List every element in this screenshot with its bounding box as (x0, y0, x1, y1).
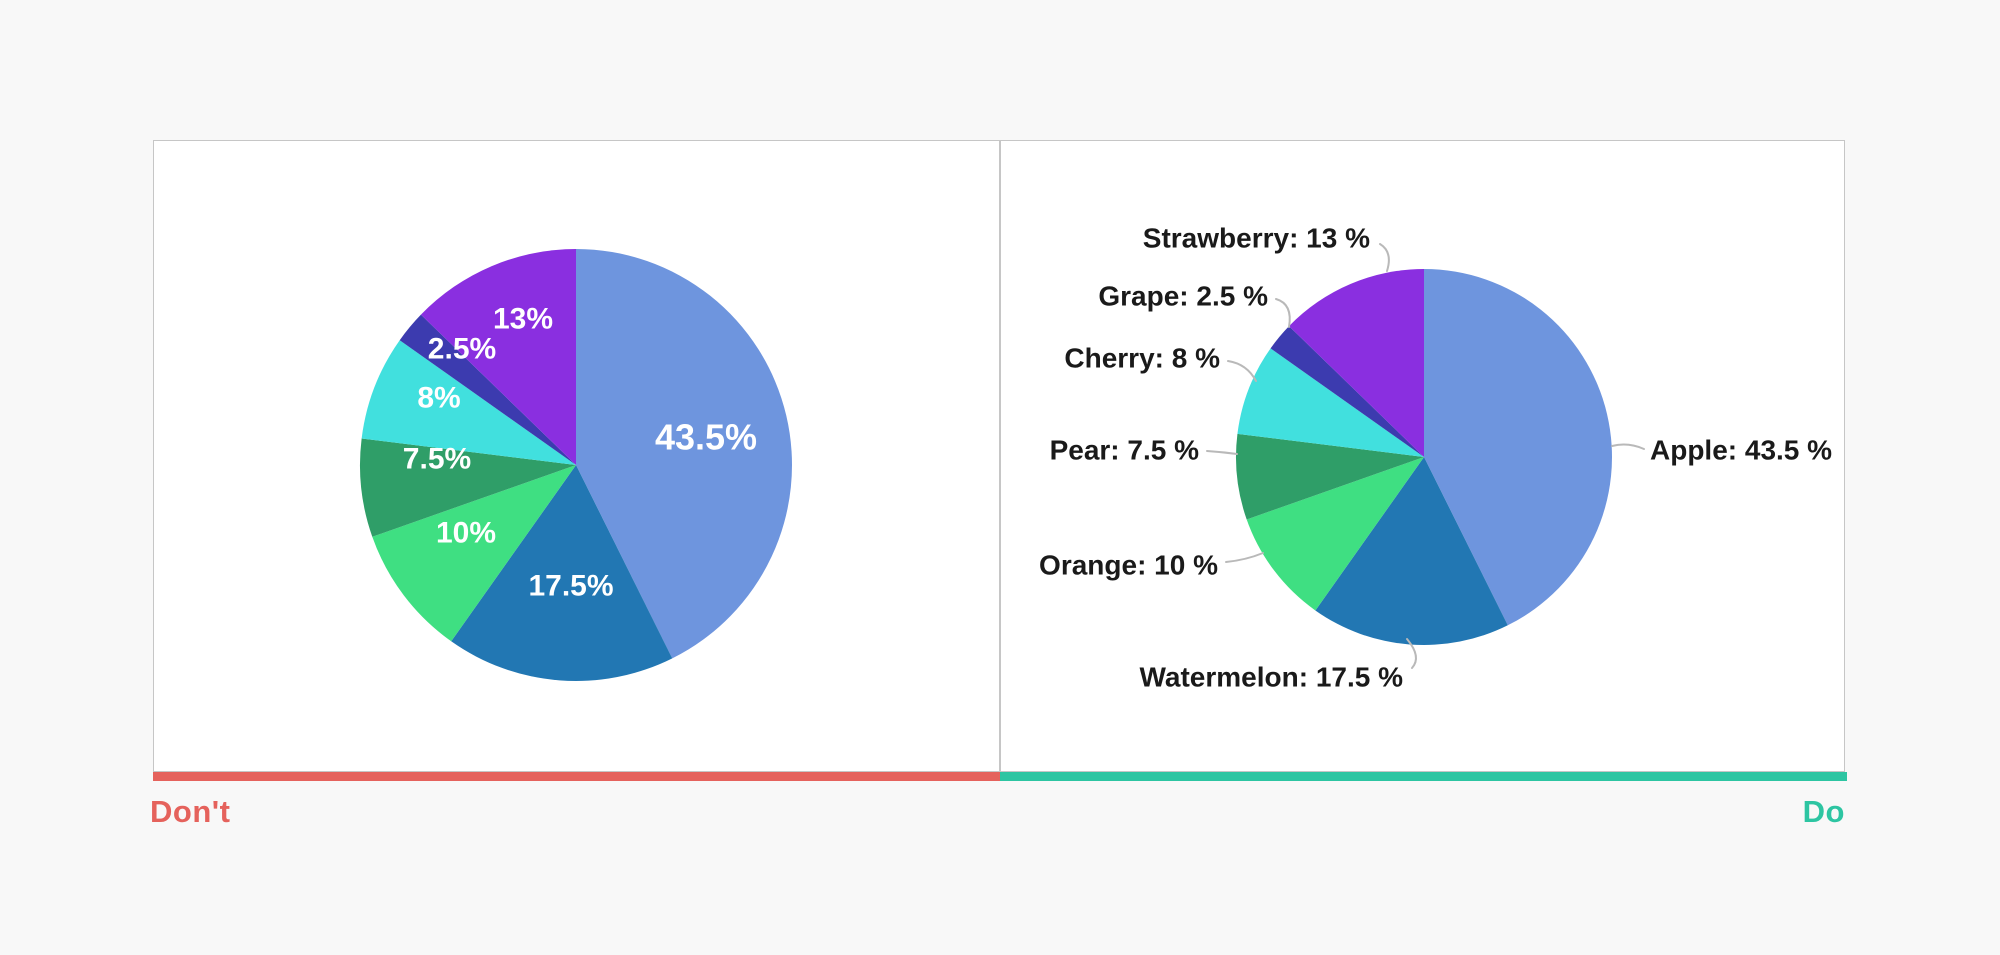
dont-accent-bar (153, 772, 1000, 781)
leader-line-cherry (1227, 360, 1257, 382)
dont-label: Don't (150, 794, 231, 829)
pie-slice-cherry-dont (361, 340, 576, 465)
pie-label-orange-dont: 10% (436, 517, 496, 550)
leader-line-grape (1275, 298, 1291, 328)
do-label: Do (1802, 794, 1845, 829)
panel-divider (999, 140, 1001, 772)
leader-line-pear (1206, 450, 1238, 455)
pie-label-grape-do: Grape: 2.5 % (1098, 281, 1268, 312)
pie-label-pear-dont: 7.5% (403, 443, 471, 476)
pie-slice-pear-dont (359, 438, 576, 537)
pie-slice-apple-dont (576, 249, 793, 659)
pie-slice-orange-dont (372, 465, 576, 642)
pie-label-watermelon-dont: 17.5% (528, 570, 613, 603)
pie-label-cherry-dont: 8% (417, 382, 460, 415)
pie-label-apple-dont: 43.5% (655, 417, 757, 458)
pie-slice-orange-do (1246, 457, 1424, 611)
leader-line-strawberry (1379, 243, 1390, 272)
pie-label-grape-dont: 2.5% (428, 333, 496, 366)
pie-label-orange-do: Orange: 10 % (1039, 550, 1218, 581)
pie-slice-apple-do (1424, 269, 1612, 626)
pie-slice-strawberry-dont (420, 249, 576, 465)
pie-slice-grape-do (1270, 326, 1424, 457)
pie-label-strawberry-do: Strawberry: 13 % (1143, 223, 1370, 254)
leader-line-watermelon (1406, 638, 1417, 669)
do-accent-bar (1000, 772, 1847, 781)
pie-label-pear-do: Pear: 7.5 % (1050, 435, 1200, 466)
leader-line-orange (1225, 552, 1264, 563)
pie-label-watermelon-do: Watermelon: 17.5 % (1140, 662, 1404, 693)
pie-label-strawberry-dont: 13% (493, 303, 553, 336)
pie-slice-watermelon-dont (451, 465, 673, 681)
leader-line-apple (1611, 443, 1645, 450)
pie-slice-watermelon-do (1315, 457, 1508, 645)
pie-slice-grape-dont (399, 314, 576, 465)
pie-slice-strawberry-do (1289, 269, 1424, 457)
pie-label-apple-do: Apple: 43.5 % (1650, 435, 1832, 466)
pie-slice-cherry-do (1237, 348, 1424, 457)
pie-slice-pear-do (1236, 433, 1424, 520)
pie-label-cherry-do: Cherry: 8 % (1064, 343, 1220, 374)
